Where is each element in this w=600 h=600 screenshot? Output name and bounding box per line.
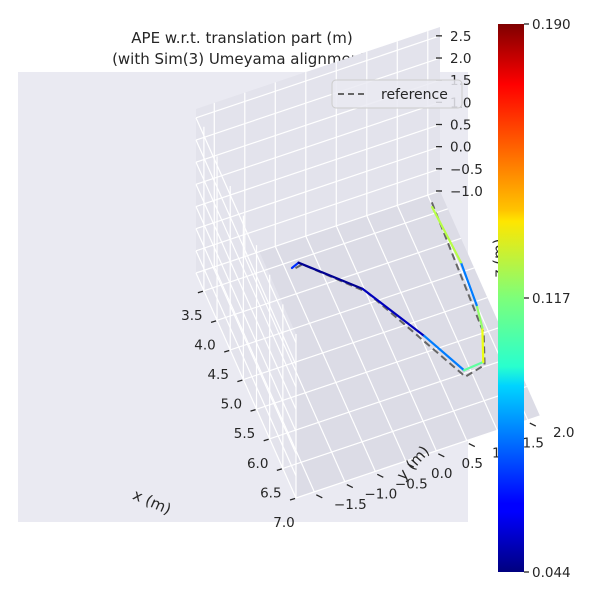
y-tick-label: −1.0 <box>364 487 397 503</box>
legend-label-reference: reference <box>381 87 448 103</box>
grid-line <box>195 190 441 274</box>
colorbar <box>498 24 524 572</box>
x-tick-mark <box>263 438 269 442</box>
grid-line <box>195 228 297 454</box>
grid-line <box>195 146 441 230</box>
x-tick-mark <box>224 349 230 353</box>
z-tick-label: −1.0 <box>450 184 483 200</box>
trajectory-segment <box>361 287 426 338</box>
grid-line <box>195 184 297 410</box>
colorbar-tick-label: 0.044 <box>532 565 571 581</box>
x-tick-mark <box>237 379 243 383</box>
grid-line <box>213 266 315 493</box>
colorbar-tick-label: 0.190 <box>532 17 571 33</box>
y-tick-label: 0.0 <box>431 466 452 482</box>
grid-line <box>230 267 475 351</box>
y-tick-mark <box>346 484 354 489</box>
grid-line <box>195 117 297 344</box>
chart-title-line2: (with Sim(3) Umeyama alignment) <box>112 50 372 68</box>
x-tick-mark <box>289 497 296 501</box>
x-tick-label: 7.0 <box>273 515 294 531</box>
x-tick-label: 6.0 <box>247 456 268 472</box>
z-tick-label: 0.0 <box>450 140 471 156</box>
x-tick-label: 6.5 <box>260 485 281 501</box>
grid-line <box>195 161 297 388</box>
grid-line <box>396 205 498 431</box>
x-tick-label: 5.5 <box>234 426 255 442</box>
y-tick-label: 2.0 <box>553 425 574 441</box>
grid-line <box>243 297 488 381</box>
colorbar-tick-label: 0.117 <box>532 291 571 307</box>
z-tick-label: 2.5 <box>450 29 471 45</box>
trajectory-segment <box>459 261 478 307</box>
grid-line <box>195 272 297 499</box>
grid-line <box>244 256 346 482</box>
colorbar-ticks: 0.044 0.117 0.190 <box>524 17 571 581</box>
y-tick-label: 1.5 <box>523 435 544 451</box>
legend-box <box>331 79 463 109</box>
z-tick-label: 0.5 <box>450 118 471 134</box>
trajectory-segment <box>475 304 484 329</box>
x-tick-mark <box>276 468 283 472</box>
grid-line <box>195 123 441 208</box>
grid-line <box>195 139 297 366</box>
y-tick-mark <box>407 463 415 468</box>
grid-line <box>269 356 514 440</box>
grid-line <box>195 168 441 252</box>
y-tick-label: −1.5 <box>334 497 367 513</box>
trajectory-segment <box>462 360 485 372</box>
y-tick-mark <box>438 453 445 458</box>
grid-line <box>195 101 441 185</box>
y-tick-label: −0.5 <box>395 476 428 492</box>
grid-line <box>195 57 441 141</box>
z-tick-label: 2.0 <box>450 51 471 67</box>
grid-line <box>195 250 297 477</box>
x-tick-label: 5.0 <box>221 397 242 413</box>
trajectory-segment <box>290 261 300 270</box>
x-tick-mark <box>210 320 217 323</box>
grid-line <box>195 206 297 432</box>
trajectory-segment <box>297 261 364 291</box>
y-tick-mark <box>316 494 323 499</box>
y-tick-mark <box>377 473 384 478</box>
grid-line <box>282 385 528 469</box>
x-tick-label: 4.0 <box>194 337 215 353</box>
y-tick-mark <box>468 443 476 448</box>
x-tick-mark <box>197 290 204 294</box>
x-tick-label: 4.5 <box>207 367 228 383</box>
grid-line <box>195 35 441 119</box>
grid-line <box>274 246 376 472</box>
grid-line <box>366 215 468 441</box>
z-tick-label: −0.5 <box>450 162 483 178</box>
grid-line <box>256 326 501 410</box>
trajectory-segment <box>423 334 466 372</box>
chart-title-line1: APE w.r.t. translation part (m) <box>131 29 352 47</box>
y-tick-label: 0.5 <box>462 456 483 472</box>
estimated-trajectory <box>290 206 485 372</box>
y-tick-mark <box>529 422 537 427</box>
trajectory-segment <box>431 206 463 264</box>
grid-line <box>335 225 437 452</box>
x-tick-label: 3.5 <box>181 308 202 324</box>
trajectory-segment <box>481 326 485 364</box>
grid-line <box>203 208 449 292</box>
axis-grid <box>195 31 541 499</box>
x-tick-mark <box>250 409 256 412</box>
legend: reference <box>331 79 463 109</box>
axis-ticks: 3.54.04.55.05.56.06.57.0−1.5−1.0−0.50.00… <box>181 29 574 531</box>
